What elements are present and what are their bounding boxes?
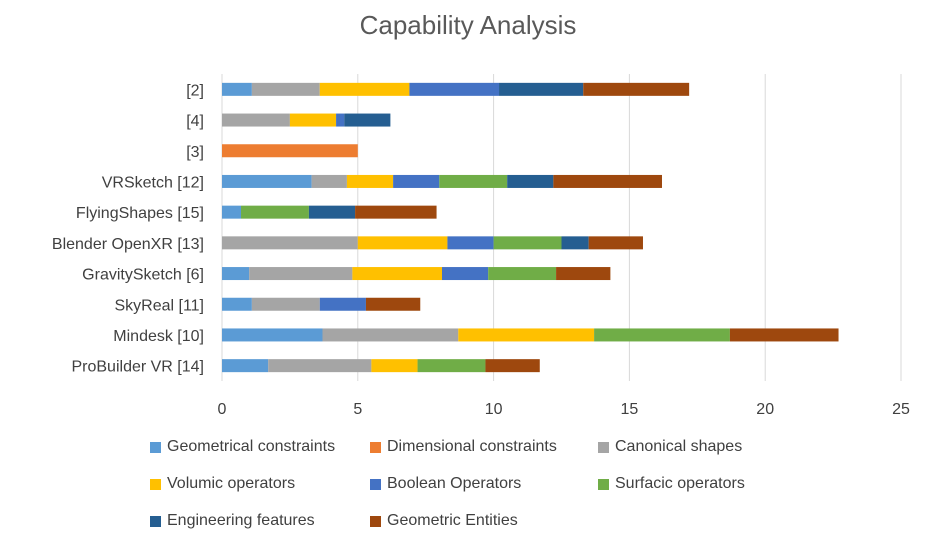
legend-swatch — [598, 441, 609, 453]
legend-label: Engineering features — [167, 512, 315, 529]
y-tick-label: GravitySketch [6] — [82, 267, 204, 284]
bar-segment — [553, 174, 662, 188]
legend-swatch — [150, 478, 161, 490]
bar-segment — [499, 82, 584, 96]
legend-swatch — [150, 515, 161, 527]
bar-segment — [336, 113, 345, 127]
x-tick-label: 5 — [353, 401, 362, 418]
legend-item: Geometrical constraints — [150, 438, 335, 456]
y-tick-label: VRSketch [12] — [102, 174, 204, 191]
bar-segment — [222, 328, 323, 342]
bar-segment — [222, 205, 242, 219]
bar-segment — [371, 359, 418, 373]
legend-swatch — [150, 441, 161, 453]
bar-segment — [352, 267, 442, 281]
x-tick-label: 10 — [485, 401, 503, 418]
bar-segment — [439, 174, 508, 188]
legend-label: Canonical shapes — [615, 438, 743, 455]
y-tick-label: FlyingShapes [15] — [76, 205, 204, 222]
bar-segment — [346, 174, 394, 188]
bar-segment — [241, 205, 309, 219]
x-tick-label: 25 — [892, 401, 910, 418]
y-tick-label: Blender OpenXR [13] — [52, 236, 204, 253]
legend-item: Geometric Entities — [370, 512, 518, 530]
bar-segment — [251, 82, 320, 96]
y-tick-label: SkyReal [11] — [114, 297, 204, 314]
y-tick-label: [4] — [186, 113, 204, 130]
bar-segment — [485, 359, 540, 373]
bar-segment — [319, 297, 366, 311]
bar-segment — [588, 236, 643, 250]
bar-segment — [583, 82, 690, 96]
legend-item: Surfacic operators — [598, 475, 745, 493]
bar-segment — [222, 236, 358, 250]
legend-swatch — [598, 478, 609, 490]
bar-segment — [311, 174, 347, 188]
bar-segment — [507, 174, 554, 188]
chart-title: Capability Analysis — [359, 10, 577, 40]
legend-label: Surfacic operators — [615, 475, 745, 492]
y-tick-label: ProBuilder VR [14] — [71, 359, 204, 376]
bar-segment — [322, 328, 459, 342]
bar-segment — [268, 359, 372, 373]
bar-segment — [251, 297, 320, 311]
x-tick-label: 15 — [621, 401, 639, 418]
legend-swatch — [370, 515, 381, 527]
legend-swatch — [370, 478, 381, 490]
x-tick-label: 0 — [218, 401, 227, 418]
bar-segment — [344, 113, 391, 127]
bar-segment — [222, 144, 358, 158]
legend-label: Boolean Operators — [387, 475, 522, 492]
bar-segment — [289, 113, 337, 127]
legend-item: Volumic operators — [150, 475, 295, 493]
bar-segment — [458, 328, 595, 342]
legend-label: Geometric Entities — [387, 512, 518, 529]
bar-segment — [393, 174, 440, 188]
x-tick-label: 20 — [756, 401, 774, 418]
bar-segment — [249, 267, 353, 281]
bar-segment — [493, 236, 562, 250]
bar-segment — [355, 205, 437, 219]
bar-segment — [365, 297, 421, 311]
bar-segment — [488, 267, 557, 281]
legend-label: Dimensional constraints — [387, 438, 557, 455]
bar-segment — [222, 82, 252, 96]
bar-segment — [222, 297, 252, 311]
bar-segment — [417, 359, 486, 373]
y-tick-label: [2] — [186, 82, 204, 99]
legend-label: Geometrical constraints — [167, 438, 336, 455]
bar-segment — [222, 174, 312, 188]
bar-segment — [447, 236, 494, 250]
bar-segment — [222, 113, 290, 127]
legend-item: Canonical shapes — [598, 438, 742, 456]
bar-segment — [409, 82, 500, 96]
bar-segment — [308, 205, 356, 219]
bar-segment — [729, 328, 839, 342]
bar-segment — [594, 328, 730, 342]
bar-segment — [222, 359, 269, 373]
bar-segment — [222, 267, 250, 281]
y-tick-label: Mindesk [10] — [113, 328, 204, 345]
legend-label: Volumic operators — [167, 475, 296, 492]
bar-segment — [441, 267, 489, 281]
legend-item: Dimensional constraints — [370, 438, 557, 456]
legend-item: Engineering features — [150, 512, 315, 530]
bar-segment — [556, 267, 611, 281]
bar-segment — [561, 236, 589, 250]
bar-segment — [357, 236, 448, 250]
y-tick-label: [3] — [186, 144, 204, 161]
legend-swatch — [370, 441, 381, 453]
bar-segment — [319, 82, 410, 96]
legend-item: Boolean Operators — [370, 475, 521, 493]
